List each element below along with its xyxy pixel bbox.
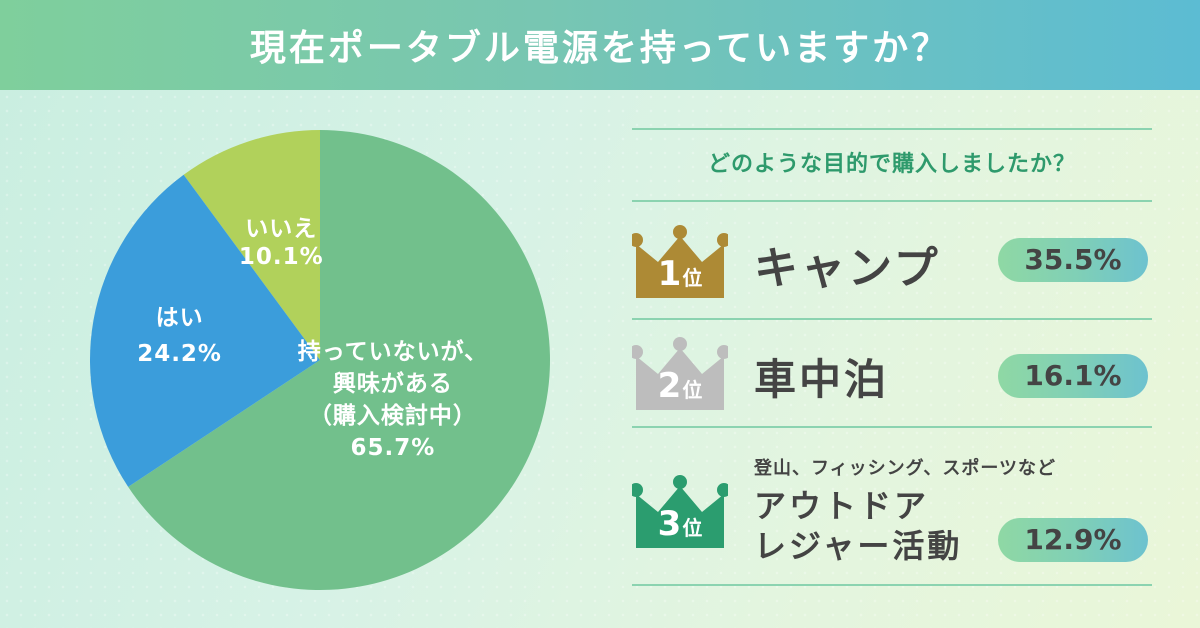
divider bbox=[632, 426, 1152, 428]
percent-badge: 35.5% bbox=[998, 238, 1148, 282]
percent-badge: 16.1% bbox=[998, 354, 1148, 398]
gold-crown-icon: 1位 bbox=[632, 224, 728, 302]
rank-suffix: 位 bbox=[682, 378, 703, 402]
slice-category-label: 興味がある bbox=[333, 370, 453, 397]
item-label: アウトドア レジャー活動 bbox=[754, 486, 962, 566]
item-label: キャンプ bbox=[754, 243, 941, 294]
item-label-line: アウトドア bbox=[754, 487, 930, 525]
slice-category-label: はい bbox=[156, 305, 204, 331]
divider bbox=[632, 128, 1152, 130]
bronze-crown-icon: 3位 bbox=[632, 474, 728, 552]
slice-value-label: 24.2% bbox=[137, 341, 222, 367]
divider bbox=[632, 584, 1152, 586]
slice-value-label: 10.1% bbox=[239, 244, 324, 270]
slice-label-yes: はい 24.2% bbox=[137, 305, 222, 367]
item-label-line: レジャー活動 bbox=[754, 527, 963, 565]
ranking-row-1: 1位 キャンプ 35.5% bbox=[632, 220, 1152, 330]
silver-crown-icon: 2位 bbox=[632, 336, 728, 414]
rank-suffix: 位 bbox=[682, 516, 703, 540]
divider bbox=[632, 318, 1152, 320]
slice-value-label: 65.7% bbox=[351, 435, 436, 461]
pie-slice-no bbox=[183, 130, 320, 360]
title-banner: 現在ポータブル電源を持っていますか？ bbox=[0, 0, 1200, 90]
rank-suffix: 位 bbox=[682, 266, 703, 290]
item-subtext: 登山、フィッシング、スポーツなど bbox=[754, 458, 1057, 479]
divider bbox=[632, 200, 1152, 202]
rank-number: 2 bbox=[657, 366, 682, 406]
page-title: 現在ポータブル電源を持っていますか？ bbox=[249, 28, 951, 69]
pie-slice-not-yet-interested bbox=[128, 130, 550, 590]
slice-category-label: （購入検討中） bbox=[309, 402, 477, 429]
pie-slice-yes bbox=[89, 174, 320, 487]
slice-category-label: 持っていないが、 bbox=[298, 338, 488, 365]
ranking-row-3: 3位 登山、フィッシング、スポーツなど アウトドア レジャー活動 12.9% bbox=[632, 444, 1152, 584]
slice-label-not-yet-interested: 持っていないが、興味がある （購入検討中） 65.7% bbox=[298, 338, 488, 461]
rank-number: 1 bbox=[657, 254, 682, 294]
percent-badge: 12.9% bbox=[998, 518, 1148, 562]
slice-category-label: いいえ bbox=[245, 216, 317, 242]
item-label: 車中泊 bbox=[754, 355, 890, 404]
ranking-row-2: 2位 車中泊 16.1% bbox=[632, 336, 1152, 436]
ranking-question: どのような目的で購入しましたか？ bbox=[707, 152, 1076, 177]
rank-number: 3 bbox=[657, 504, 682, 544]
